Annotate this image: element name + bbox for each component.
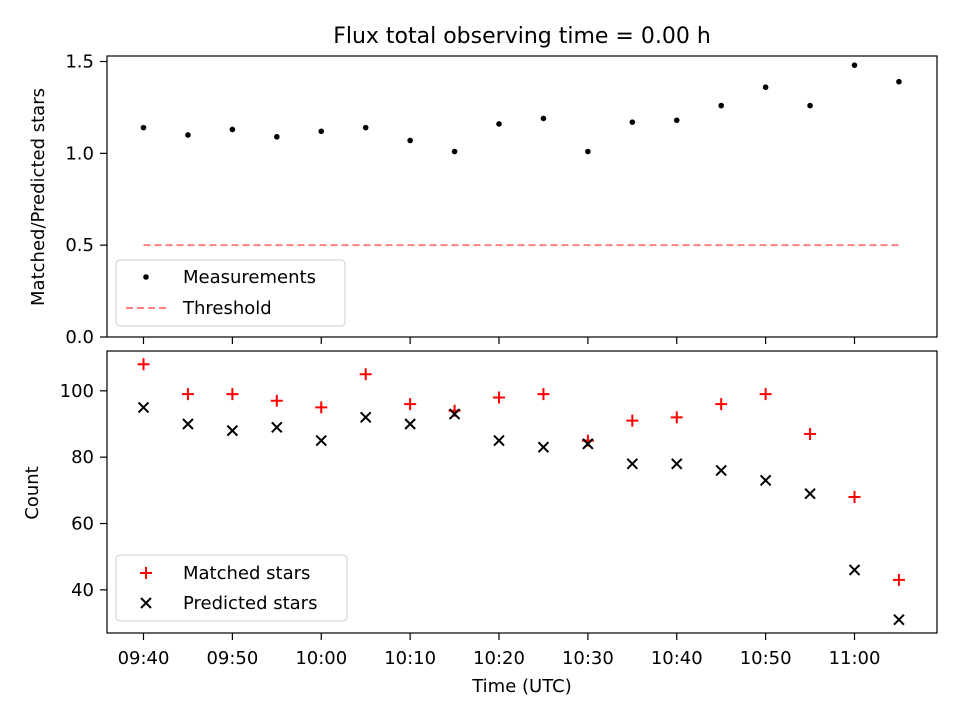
top-legend: Measurements Threshold xyxy=(115,259,346,327)
matched-star-point xyxy=(537,388,550,401)
matched-star-point xyxy=(181,388,194,401)
predicted-star-point xyxy=(626,458,639,470)
chart-title: Flux total observing time = 0.00 h xyxy=(333,24,711,49)
bottom-x-tick-label: 09:50 xyxy=(206,648,258,669)
legend-matched-label: Matched stars xyxy=(183,563,310,584)
predicted-star-point xyxy=(404,418,416,430)
predicted-star-point xyxy=(226,424,239,437)
legend-measurements-label: Measurements xyxy=(183,267,316,288)
matched-star-point xyxy=(626,414,639,427)
top-y-axis-label: Matched/Predicted stars xyxy=(28,88,49,306)
bottom-y-tick-label: 60 xyxy=(71,514,94,535)
matched-star-point xyxy=(804,427,817,440)
measurement-point xyxy=(451,148,458,155)
measurement-point xyxy=(318,128,325,135)
predicted-star-point xyxy=(359,411,372,424)
matched-star-point xyxy=(137,358,150,371)
top-panel: 0.0 0.5 1.0 1.5 Matched/Predicted stars Mea… xyxy=(28,52,938,348)
top-y-tick-label: 0.5 xyxy=(65,235,94,256)
top-y-tick-label: 0.0 xyxy=(65,327,94,348)
top-marks xyxy=(140,62,902,247)
bottom-x-tick-label: 10:40 xyxy=(651,648,703,669)
matched-star-point xyxy=(715,398,728,411)
measurement-point xyxy=(407,137,413,144)
bottom-x-tick-label: 10:10 xyxy=(384,648,436,669)
predicted-star-point xyxy=(893,614,905,626)
bottom-legend-box xyxy=(115,554,348,622)
bottom-x-tick-label: 10:30 xyxy=(562,648,614,669)
legend-measurements-marker xyxy=(143,274,149,280)
x-axis-label: Time (UTC) xyxy=(471,676,572,697)
matched-star-point xyxy=(315,401,328,414)
bottom-y-axis-label: Count xyxy=(22,466,43,519)
measurement-point xyxy=(762,84,769,91)
legend-predicted-marker xyxy=(140,597,152,609)
predicted-star-point xyxy=(493,434,505,447)
matched-star-point xyxy=(670,411,683,424)
top-y-tick-label: 1.5 xyxy=(65,52,94,73)
predicted-star-point xyxy=(582,438,594,450)
measurement-point xyxy=(807,102,813,109)
measurement-point xyxy=(185,132,191,138)
matched-star-point xyxy=(848,490,861,503)
measurement-point xyxy=(585,148,591,155)
matched-star-point xyxy=(404,398,417,411)
top-x-ticks xyxy=(142,337,856,344)
top-y-tick-label: 1.0 xyxy=(65,143,94,164)
predicted-star-point xyxy=(137,401,150,414)
measurement-point xyxy=(718,102,724,109)
predicted-star-point xyxy=(537,441,550,453)
matched-star-point xyxy=(892,573,905,586)
measurement-point xyxy=(540,115,547,122)
measurement-point xyxy=(851,62,858,68)
bottom-x-tick-label: 10:50 xyxy=(740,648,792,669)
predicted-star-point xyxy=(759,474,772,487)
top-y-ticks: 0.0 0.5 1.0 1.5 xyxy=(65,52,107,348)
predicted-star-point xyxy=(271,421,283,434)
matched-star-point xyxy=(270,394,283,407)
measurement-point xyxy=(229,126,236,133)
legend-predicted-label: Predicted stars xyxy=(183,593,317,614)
bottom-plot-frame xyxy=(106,350,938,634)
legend-matched-marker xyxy=(140,567,152,579)
matched-star-point xyxy=(759,388,772,401)
bottom-x-tick-label: 10:00 xyxy=(295,648,347,669)
predicted-star-point xyxy=(848,564,861,576)
bottom-x-tick-label: 11:00 xyxy=(829,648,881,669)
bottom-x-tick-label: 10:20 xyxy=(473,648,525,669)
bottom-y-tick-label: 80 xyxy=(71,447,94,468)
measurement-point xyxy=(896,78,902,85)
top-legend-box xyxy=(115,259,346,327)
bottom-legend: Matched stars Predicted stars xyxy=(115,554,348,622)
predicted-star-point xyxy=(804,487,816,500)
bottom-x-ticks: 09:40 09:50 10:00 10:10 10:20 10:30 10:40 10:50… xyxy=(118,633,881,669)
bottom-panel: 40 60 80 100 09:40 09:50 10:00 10:10 10:20 10:30… xyxy=(22,350,938,697)
bottom-marks xyxy=(137,358,905,626)
measurement-point xyxy=(274,134,280,140)
matched-star-point xyxy=(226,388,239,401)
predicted-star-point xyxy=(671,458,683,470)
predicted-star-point xyxy=(182,418,194,430)
bottom-y-tick-label: 40 xyxy=(71,580,94,601)
bottom-y-ticks: 40 60 80 100 xyxy=(60,381,107,601)
bottom-y-tick-label: 100 xyxy=(60,381,94,402)
predicted-star-point xyxy=(315,434,327,447)
bottom-x-tick-label: 09:40 xyxy=(118,648,170,669)
measurement-point xyxy=(496,121,502,127)
measurement-point xyxy=(629,119,636,125)
measurement-point xyxy=(362,124,369,131)
predicted-star-point xyxy=(715,464,727,477)
measurement-point xyxy=(673,117,680,124)
measurement-point xyxy=(140,124,147,131)
matched-star-point xyxy=(359,368,372,381)
matched-star-point xyxy=(493,391,505,404)
top-plot-frame xyxy=(106,55,938,338)
legend-threshold-label: Threshold xyxy=(182,298,272,319)
predicted-star-point xyxy=(448,408,461,420)
